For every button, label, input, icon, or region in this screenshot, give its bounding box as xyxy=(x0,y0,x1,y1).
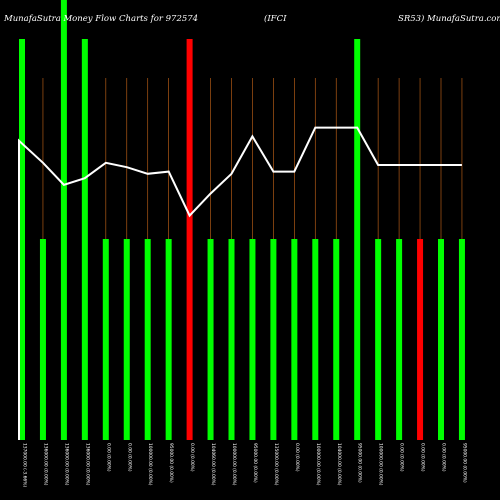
x-tick-label: 0.00 (0.00%) xyxy=(420,443,426,472)
bar-2 xyxy=(39,239,46,440)
chart-title: MunafaSutra Money Flow Charts for 972574… xyxy=(3,13,500,24)
bars xyxy=(19,0,465,440)
x-tick-label: 135000.00 (0.00%) xyxy=(273,443,279,486)
bar-19 xyxy=(396,239,403,440)
title-part-2: (IFCI xyxy=(264,13,287,24)
money-flow-line xyxy=(18,126,462,440)
x-tick-label: 0.00 (0.00%) xyxy=(399,443,405,472)
x-tick-label: 95000.00 (0.00%) xyxy=(461,443,467,483)
bar-10 xyxy=(207,239,214,440)
flow-line-group xyxy=(18,126,462,440)
x-tick-label: 104000.00 (0.00%) xyxy=(336,443,342,486)
bar-7 xyxy=(144,239,151,440)
bar-16 xyxy=(333,239,340,440)
bar-9 xyxy=(186,39,193,440)
bar-5 xyxy=(102,239,109,440)
x-tick-label: 100000.00 (0.00%) xyxy=(147,443,153,486)
x-tick-label: 104060.00 (0.00%) xyxy=(210,443,216,486)
x-tick-label: 100000.00 (0.00%) xyxy=(231,443,237,486)
bar-11 xyxy=(228,239,235,440)
x-tick-label: 95000.00 (0.00%) xyxy=(357,443,363,483)
bar-17 xyxy=(354,39,361,440)
bar-6 xyxy=(123,239,130,440)
title-part-3: SR53) MunafaSutra.com xyxy=(398,13,500,24)
x-tick-label: 0.00 (0.00%) xyxy=(294,443,300,472)
x-tick-label: 95000.00 (0.00%) xyxy=(168,443,174,483)
x-tick-label: 100000.00 (0.00%) xyxy=(315,443,321,486)
title-part-1: MunafaSutra Money Flow Charts for 972574 xyxy=(3,14,198,24)
x-tick-label: 136000.00 (0.00%) xyxy=(63,443,69,486)
x-tick-label: 0.00 (0.00%) xyxy=(189,443,195,472)
bar-21 xyxy=(438,239,444,440)
x-tick-label: 137000.00 (-3.66%) xyxy=(22,443,28,487)
bar-14 xyxy=(291,239,298,440)
bar-8 xyxy=(165,239,172,440)
x-tick-labels: 137000.00 (-3.66%) 136000.00 (0.00%) 13600… xyxy=(22,443,468,487)
bar-15 xyxy=(312,239,319,440)
bar-13 xyxy=(270,239,277,440)
bar-22 xyxy=(458,239,465,440)
bar-12 xyxy=(249,239,256,440)
bar-3 xyxy=(60,0,67,440)
x-tick-label: 0.00 (0.00%) xyxy=(105,443,111,472)
x-tick-label: 95000.00 (0.00%) xyxy=(252,443,258,483)
bar-1 xyxy=(19,39,25,440)
bar-4 xyxy=(81,39,88,440)
x-tick-label: 0.00 (0.00%) xyxy=(441,443,447,472)
x-tick-label: 100000.00 (0.00%) xyxy=(378,443,384,486)
bar-18 xyxy=(375,239,382,440)
x-tick-label: 0.00 (0.00%) xyxy=(126,443,132,472)
x-tick-label: 136000.00 (0.00%) xyxy=(84,443,90,486)
bar-20 xyxy=(417,239,424,440)
x-tick-label: 136000.00 (0.00%) xyxy=(42,443,48,486)
